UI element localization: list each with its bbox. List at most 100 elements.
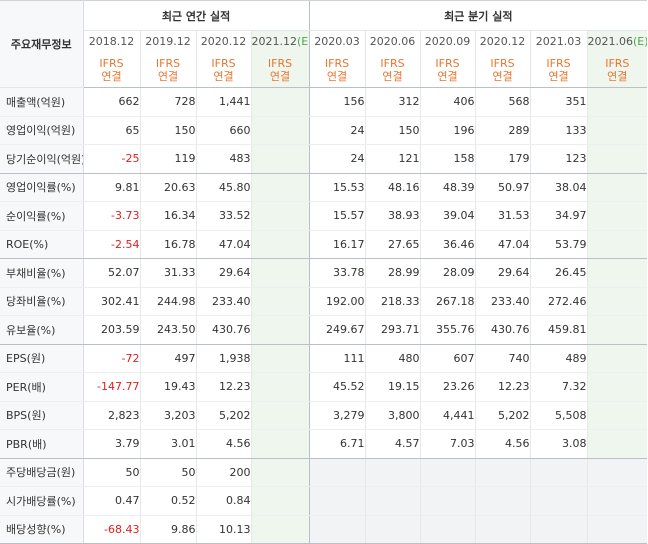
quarter-value: 233.40: [474, 287, 531, 316]
annual-value: [250, 315, 310, 345]
quarter-value: [529, 458, 588, 487]
annual-value: 50: [139, 458, 196, 487]
annual-year: 2019.12: [139, 30, 196, 53]
annual-value: 0.47: [82, 486, 140, 516]
ifrs-consolidated-label: IFRS 연결: [195, 52, 251, 88]
quarter-value: 53.79: [529, 230, 588, 259]
quarter-value: 158: [419, 144, 476, 174]
quarter-value: 28.09: [419, 258, 476, 288]
quarter-value: 133: [529, 116, 588, 145]
quarter-value: 39.04: [419, 201, 476, 231]
annual-value: [250, 372, 310, 402]
row-label: 주당배당금(원): [0, 458, 84, 487]
row-label: 시가배당률(%): [0, 486, 84, 516]
annual-value: 302.41: [82, 287, 140, 316]
quarter-value: [586, 287, 648, 316]
quarter-value: 28.99: [364, 258, 421, 288]
quarter-value: 38.04: [529, 173, 588, 202]
table-row: 시가배당률(%) 0.47 0.52 0.84: [0, 486, 648, 516]
annual-value: 52.07: [82, 258, 140, 288]
annual-value: -147.77: [82, 372, 140, 402]
row-label: 영업이익(억원): [0, 116, 84, 145]
annual-year-estimate: 2021.12(E): [250, 30, 310, 53]
quarter-value: [586, 429, 648, 459]
quarter-header: 최근 분기 실적: [308, 0, 648, 31]
quarter-value: 272.46: [529, 287, 588, 316]
table-row: ROE(%) -2.54 16.78 47.04 16.17 27.65 36.46 47.0…: [0, 230, 648, 259]
row-label: 부채비율(%): [0, 258, 84, 288]
annual-value: [250, 515, 310, 544]
table-row: 배당성향(%) -68.43 9.86 10.13: [0, 515, 648, 544]
quarter-value: 111: [308, 344, 366, 373]
annual-value: -3.73: [82, 201, 140, 231]
quarter-value: 48.39: [419, 173, 476, 202]
row-label: 영업이익률(%): [0, 173, 84, 202]
annual-value: 1,441: [195, 87, 251, 117]
quarter-value: [586, 116, 648, 145]
table-row: 영업이익률(%) 9.81 20.63 45.80 15.53 48.16 48.39 50.…: [0, 173, 648, 202]
annual-value: [250, 287, 310, 316]
quarter-value: 34.97: [529, 201, 588, 231]
quarter-value: 7.03: [419, 429, 476, 459]
table-row: PBR(배) 3.79 3.01 4.56 6.71 4.57 7.03 4.56 3.08: [0, 429, 648, 459]
annual-value: 0.52: [139, 486, 196, 516]
ifrs-consolidated-label: IFRS 연결: [419, 52, 476, 88]
quarter-value: [586, 258, 648, 288]
quarter-value: 12.23: [474, 372, 531, 402]
ifrs-consolidated-label: IFRS 연결: [139, 52, 196, 88]
quarter-value: 24: [308, 144, 366, 174]
quarter-value: 48.16: [364, 173, 421, 202]
annual-header: 최근 연간 실적: [83, 0, 310, 31]
row-label: 유보율(%): [0, 315, 84, 345]
quarter-value: [586, 372, 648, 402]
table-row: 당좌비율(%) 302.41 244.98 233.40 192.00 218.33 267…: [0, 287, 648, 316]
annual-value: 150: [139, 116, 196, 145]
quarter-value: [308, 486, 366, 516]
quarter-value: 218.33: [364, 287, 421, 316]
quarter-value: [419, 515, 476, 544]
ifrs-consolidated-label: IFRS 연결: [586, 52, 648, 88]
annual-value: 16.34: [139, 201, 196, 231]
annual-value: [250, 344, 310, 373]
quarter-value: [308, 515, 366, 544]
annual-value: 200: [195, 458, 251, 487]
annual-value: 3.01: [139, 429, 196, 459]
annual-value: [250, 201, 310, 231]
quarter-value: 607: [419, 344, 476, 373]
table-row: BPS(원) 2,823 3,203 5,202 3,279 3,800 4,441 5,20…: [0, 401, 648, 430]
annual-value: -25: [82, 144, 140, 174]
quarter-value: 23.26: [419, 372, 476, 402]
quarter-value: 740: [474, 344, 531, 373]
estimate-mark: (E): [633, 35, 648, 49]
quarter-value: 249.67: [308, 315, 366, 345]
row-label: ROE(%): [0, 230, 84, 259]
annual-value: 244.98: [139, 287, 196, 316]
ifrs-consolidated-label: IFRS 연결: [250, 52, 310, 88]
ifrs-consolidated-label: IFRS 연결: [82, 52, 140, 88]
quarter-value: 4,441: [419, 401, 476, 430]
quarter-value: [586, 315, 648, 345]
annual-year: 2020.12: [195, 30, 251, 53]
row-label: EPS(원): [0, 344, 84, 373]
quarter-value: 568: [474, 87, 531, 117]
quarter-value: 267.18: [419, 287, 476, 316]
quarter-value: 15.53: [308, 173, 366, 202]
quarter-value: 15.57: [308, 201, 366, 231]
quarter-value: 27.65: [364, 230, 421, 259]
annual-value: [250, 116, 310, 145]
annual-value: 65: [82, 116, 140, 145]
annual-value: 0.84: [195, 486, 251, 516]
quarter-value: [308, 458, 366, 487]
table-row: PER(배) -147.77 19.43 12.23 45.52 19.15 23.26 12…: [0, 372, 648, 402]
row-label: PER(배): [0, 372, 84, 402]
table-row: 영업이익(억원) 65 150 660 24 150 196 289 133: [0, 116, 648, 145]
ifrs-consolidated-label: IFRS 연결: [529, 52, 588, 88]
annual-value: [250, 258, 310, 288]
quarter-period: 2020.12: [474, 30, 531, 53]
annual-value: 4.56: [195, 429, 251, 459]
annual-value: [250, 429, 310, 459]
quarter-value: 50.97: [474, 173, 531, 202]
quarter-value: 192.00: [308, 287, 366, 316]
quarter-value: 45.52: [308, 372, 366, 402]
